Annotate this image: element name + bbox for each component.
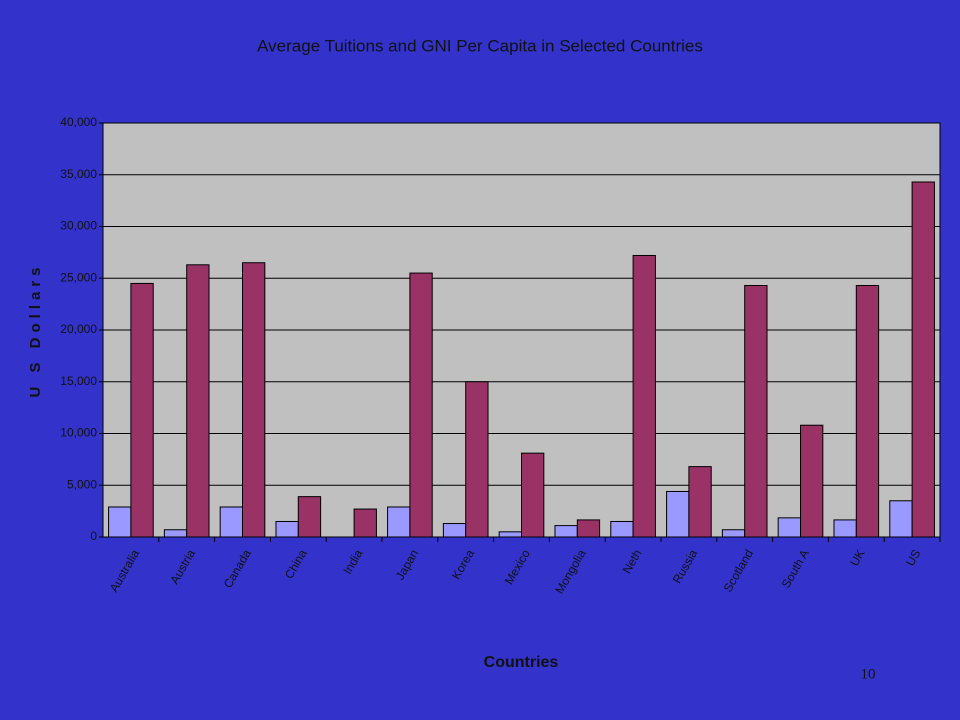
x-tick-label: Russia — [670, 547, 701, 586]
y-tick-label: 0 — [90, 529, 97, 543]
bar — [387, 506, 411, 538]
bar — [911, 181, 935, 538]
bar — [721, 529, 746, 538]
x-tick-label: China — [282, 547, 310, 581]
y-tick-label: 40,000 — [60, 115, 97, 129]
y-axis-label: U S Dollars — [27, 262, 44, 397]
y-tick-label: 30,000 — [60, 219, 97, 233]
x-tick-label: Austria — [167, 547, 198, 587]
y-tick-label: 35,000 — [60, 167, 97, 181]
bar — [297, 496, 322, 538]
bar — [688, 466, 712, 538]
bar — [744, 284, 768, 538]
bar — [465, 381, 489, 538]
bar — [353, 508, 377, 538]
x-tick-label: Neth — [620, 547, 645, 576]
bar — [777, 517, 801, 538]
x-tick-label: Mongolia — [552, 547, 589, 596]
bar — [833, 519, 857, 538]
bar — [163, 529, 188, 538]
bar — [632, 254, 656, 538]
x-tick-label: India — [340, 547, 365, 577]
x-tick-label: Mexico — [502, 547, 533, 587]
bar — [275, 520, 299, 538]
x-tick-label: Australia — [107, 547, 143, 595]
x-tick-label: Japan — [393, 547, 421, 582]
x-tick-label: Scotland — [721, 547, 756, 594]
bar — [130, 282, 154, 538]
x-tick-label: South A — [779, 547, 812, 590]
bar — [219, 506, 243, 538]
bar — [576, 519, 601, 538]
x-tick-label: UK — [847, 547, 867, 568]
bar — [610, 520, 634, 538]
x-tick-label: Korea — [449, 547, 477, 582]
bar — [666, 490, 690, 538]
y-tick-label: 10,000 — [60, 426, 97, 440]
y-tick-label: 25,000 — [60, 270, 97, 284]
bar — [186, 264, 210, 538]
bar — [498, 531, 522, 538]
bar — [442, 523, 467, 538]
bar — [800, 424, 824, 538]
x-tick-label: US — [903, 547, 923, 568]
bar — [855, 284, 880, 538]
x-axis-label: Countries — [484, 654, 559, 671]
bar — [521, 452, 545, 538]
page-number: 10 — [861, 666, 876, 682]
y-tick-label: 20,000 — [60, 322, 97, 336]
y-tick-label: 15,000 — [60, 374, 97, 388]
bar — [108, 506, 132, 538]
x-tick-label: Canada — [221, 547, 254, 591]
bar — [242, 262, 266, 538]
chart-title: Average Tuitions and GNI Per Capita in S… — [257, 36, 703, 55]
bar — [409, 272, 433, 538]
bar — [554, 525, 578, 538]
y-tick-label: 5,000 — [67, 477, 97, 491]
bar — [889, 500, 913, 538]
